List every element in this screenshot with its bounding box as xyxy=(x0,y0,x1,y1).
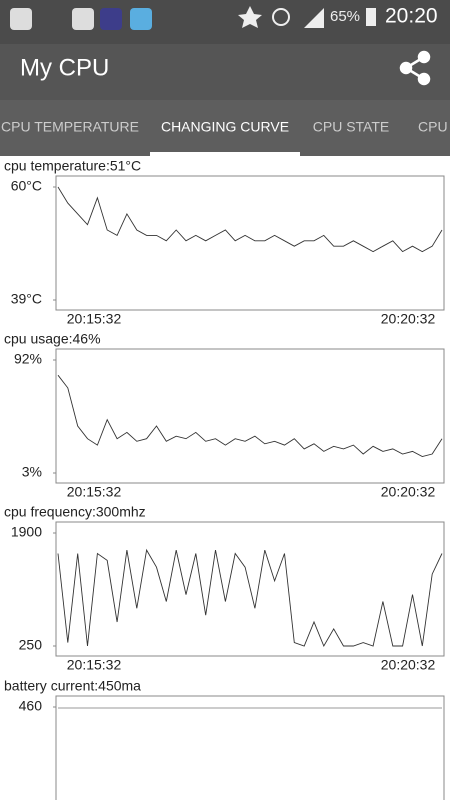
x-tick-label: 20:15:32 xyxy=(67,657,122,673)
tab[interactable]: CPU I xyxy=(418,119,450,135)
status-bar xyxy=(0,0,450,44)
plot-frame xyxy=(55,348,445,484)
tab-bar xyxy=(0,100,450,156)
tab[interactable]: CPU TEMPERATURE xyxy=(1,119,139,135)
share-button[interactable] xyxy=(399,50,431,86)
signal-icon xyxy=(304,8,324,28)
y-tick-label: 39°C xyxy=(11,291,42,307)
x-tick-label: 20:20:32 xyxy=(381,657,436,673)
x-tick-label: 20:15:32 xyxy=(67,311,122,327)
alarm-icon xyxy=(272,8,290,26)
tab-indicator xyxy=(150,152,300,156)
curve xyxy=(57,548,443,648)
y-tick-label: 460 xyxy=(19,698,43,714)
x-tick-label: 20:20:32 xyxy=(381,484,436,500)
curve xyxy=(57,186,443,253)
chart-title: cpu temperature:51°C xyxy=(4,158,141,174)
notification-icon xyxy=(100,8,122,30)
app-bar xyxy=(0,44,450,100)
battery-percent: 65% xyxy=(330,8,360,25)
battery-icon xyxy=(366,8,376,26)
tab[interactable]: CPU STATE xyxy=(313,119,390,135)
y-tick-label: 250 xyxy=(19,637,43,653)
tab[interactable]: CHANGING CURVE xyxy=(161,119,289,135)
y-tick-label: 92% xyxy=(14,351,42,367)
x-tick-label: 20:15:32 xyxy=(67,484,122,500)
chart-title: cpu usage:46% xyxy=(4,331,101,347)
plot-frame xyxy=(55,695,445,800)
star-icon xyxy=(238,6,262,28)
y-tick-label: 60°C xyxy=(11,178,42,194)
app-title: My CPU xyxy=(20,54,109,81)
notification-icon xyxy=(10,8,32,30)
plot-frame xyxy=(55,521,445,657)
y-tick-label: 3% xyxy=(22,464,42,480)
notification-icon xyxy=(130,8,152,30)
notification-icon xyxy=(72,8,94,30)
x-tick-label: 20:20:32 xyxy=(381,311,436,327)
chart-title: cpu frequency:300mhz xyxy=(4,504,146,520)
curve xyxy=(57,374,443,457)
plot-frame xyxy=(55,175,445,311)
chart-title: battery current:450ma xyxy=(4,678,141,694)
clock: 20:20 xyxy=(385,5,438,28)
y-tick-label: 1900 xyxy=(11,524,42,540)
